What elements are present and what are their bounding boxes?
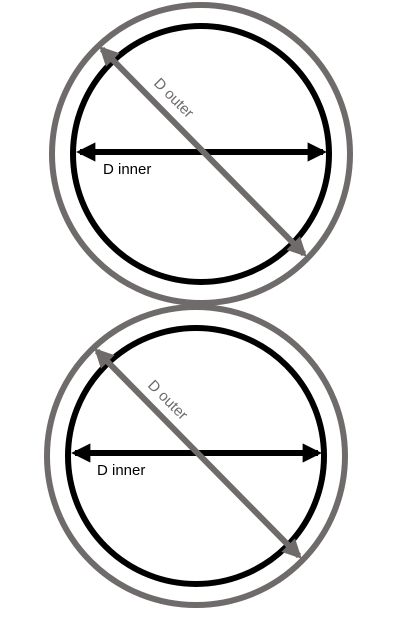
inner-diameter-label: D inner (97, 462, 145, 479)
outer-circle (44, 304, 348, 608)
outer-diameter-label: D outer (150, 75, 197, 122)
outer-diameter-arrow (99, 46, 307, 257)
outer-diameter-arrow (94, 348, 302, 559)
inner-circle (65, 325, 327, 587)
inner-circle (70, 23, 332, 285)
outer-circle (49, 2, 353, 306)
outer-diameter-label: D outer (144, 377, 191, 424)
figure-bottom: D inner D outer (44, 304, 348, 608)
inner-diameter-label: D inner (103, 161, 151, 178)
figure-top: D inner D outer (49, 2, 353, 306)
